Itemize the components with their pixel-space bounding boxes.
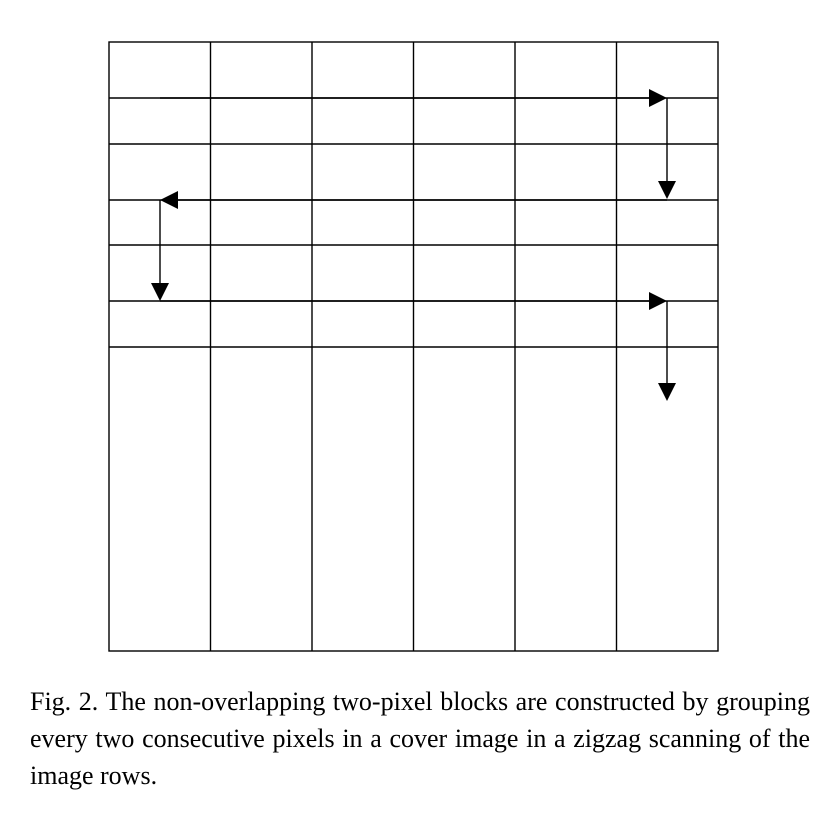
arrow-right-icon	[649, 89, 667, 107]
zigzag-scan-path	[151, 89, 676, 401]
arrow-down-icon	[658, 181, 676, 199]
arrow-left-icon	[160, 191, 178, 209]
pixel-grid	[108, 41, 719, 652]
arrow-down-icon	[658, 383, 676, 401]
zigzag-scan-diagram	[108, 41, 719, 652]
arrow-right-icon	[649, 292, 667, 310]
figure-caption: Fig. 2. The non-overlapping two-pixel bl…	[30, 687, 810, 790]
arrow-down-icon	[151, 283, 169, 301]
